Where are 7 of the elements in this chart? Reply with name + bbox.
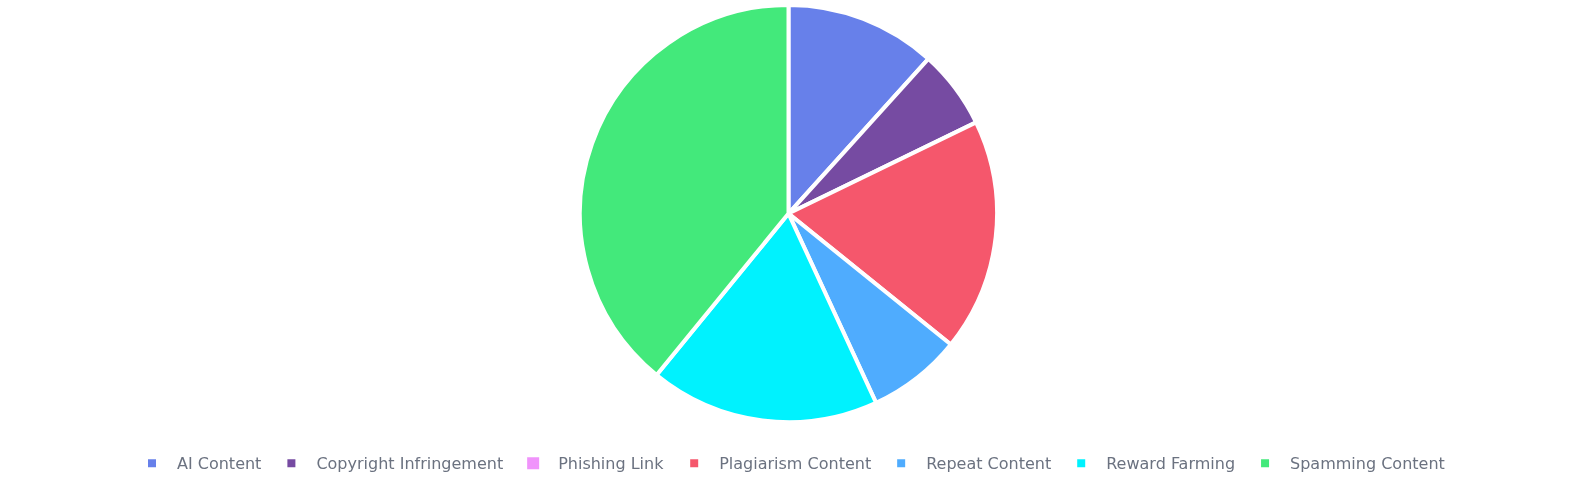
legend-label: Repeat Content <box>926 454 1052 474</box>
legend-label: Copyright Infringement <box>316 454 504 474</box>
legend-label: Phishing Link <box>558 454 665 474</box>
legend-label: Spamming Content <box>1290 454 1445 474</box>
legend-label: Reward Farming <box>1106 454 1236 474</box>
legend-label: AI Content <box>177 454 262 474</box>
legend-label: Plagiarism Content <box>719 454 872 474</box>
